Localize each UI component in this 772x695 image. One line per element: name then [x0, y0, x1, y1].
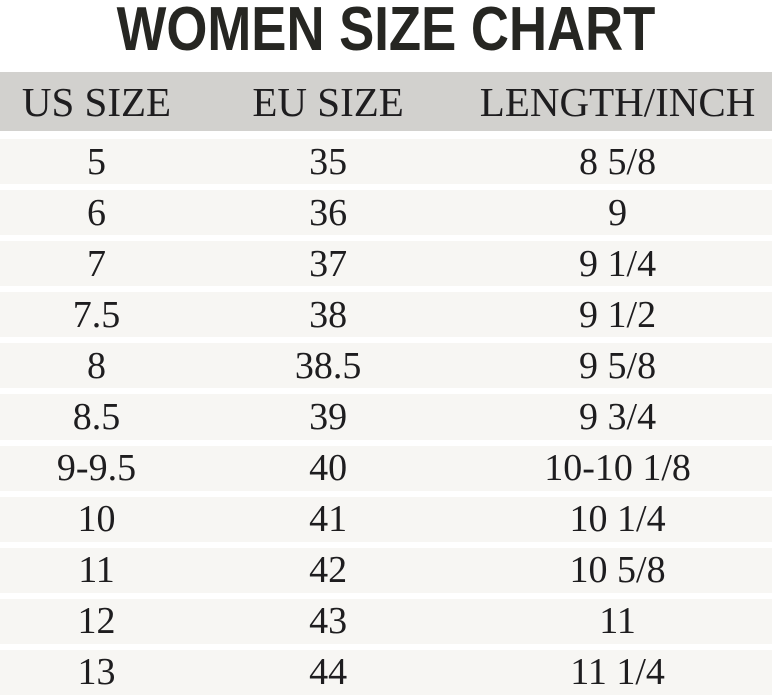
- table-cell: 9-9.5: [56, 447, 137, 490]
- table-cell: 8.5: [72, 396, 121, 439]
- table-cell: 7.5: [72, 293, 121, 336]
- table-cell: 11: [78, 549, 115, 592]
- table-cell: 10 1/4: [569, 498, 666, 541]
- column-header-length-inch: LENGTH/INCH: [479, 78, 756, 125]
- table-cell: 9 5/8: [579, 344, 657, 387]
- table-cell: 41: [309, 498, 348, 541]
- table-cell: 12: [77, 600, 116, 643]
- table-cell: 9 1/2: [579, 293, 657, 336]
- table-cell: 10-10 1/8: [544, 447, 691, 490]
- table-row: 13 44 11 1/4: [0, 649, 772, 695]
- table-cell: 40: [309, 447, 348, 490]
- table-row: 9-9.5 40 10-10 1/8: [0, 445, 772, 491]
- table-cell: 9: [608, 191, 628, 234]
- column-header-eu-size: EU SIZE: [252, 78, 404, 125]
- table-cell: 35: [309, 140, 348, 183]
- table-cell: 13: [77, 651, 116, 694]
- table-cell: 11: [599, 600, 636, 643]
- table-row: 8 38.5 9 5/8: [0, 343, 772, 389]
- table-cell: 9 3/4: [579, 396, 657, 439]
- table-row: 10 41 10 1/4: [0, 496, 772, 542]
- table-cell: 39: [309, 396, 348, 439]
- page-title: WOMEN SIZE CHART: [116, 0, 656, 64]
- table-cell: 38: [309, 293, 348, 336]
- table-cell: 10: [77, 498, 116, 541]
- table-cell: 44: [309, 651, 348, 694]
- table-row: 5 35 8 5/8: [0, 139, 772, 185]
- table-cell: 36: [309, 191, 348, 234]
- table-row: 12 43 11: [0, 598, 772, 644]
- table-cell: 10 5/8: [569, 549, 666, 592]
- table-cell: 8: [87, 344, 106, 387]
- table-row: 7 37 9 1/4: [0, 241, 772, 287]
- table-cell: 38.5: [294, 344, 362, 387]
- table-row: 6 36 9: [0, 190, 772, 236]
- column-header-us-size: US SIZE: [21, 78, 172, 125]
- table-cell: 7: [87, 242, 106, 285]
- size-table-body: 5 35 8 5/8 6 36 9 7 37 9 1/4 7.5 38 9 1/2 8 38.5 9 5/8…: [0, 139, 772, 695]
- table-cell: 8 5/8: [579, 140, 657, 183]
- table-row: 11 42 10 5/8: [0, 547, 772, 593]
- table-cell: 37: [309, 242, 348, 285]
- table-cell: 11 1/4: [570, 651, 665, 694]
- table-cell: 5: [87, 140, 106, 183]
- table-row: 8.5 39 9 3/4: [0, 394, 772, 440]
- table-cell: 9 1/4: [579, 242, 657, 285]
- table-header-row: US SIZE EU SIZE LENGTH/INCH: [0, 72, 772, 131]
- table-cell: 42: [309, 549, 348, 592]
- table-cell: 43: [309, 600, 348, 643]
- table-cell: 6: [87, 191, 106, 234]
- table-row: 7.5 38 9 1/2: [0, 292, 772, 338]
